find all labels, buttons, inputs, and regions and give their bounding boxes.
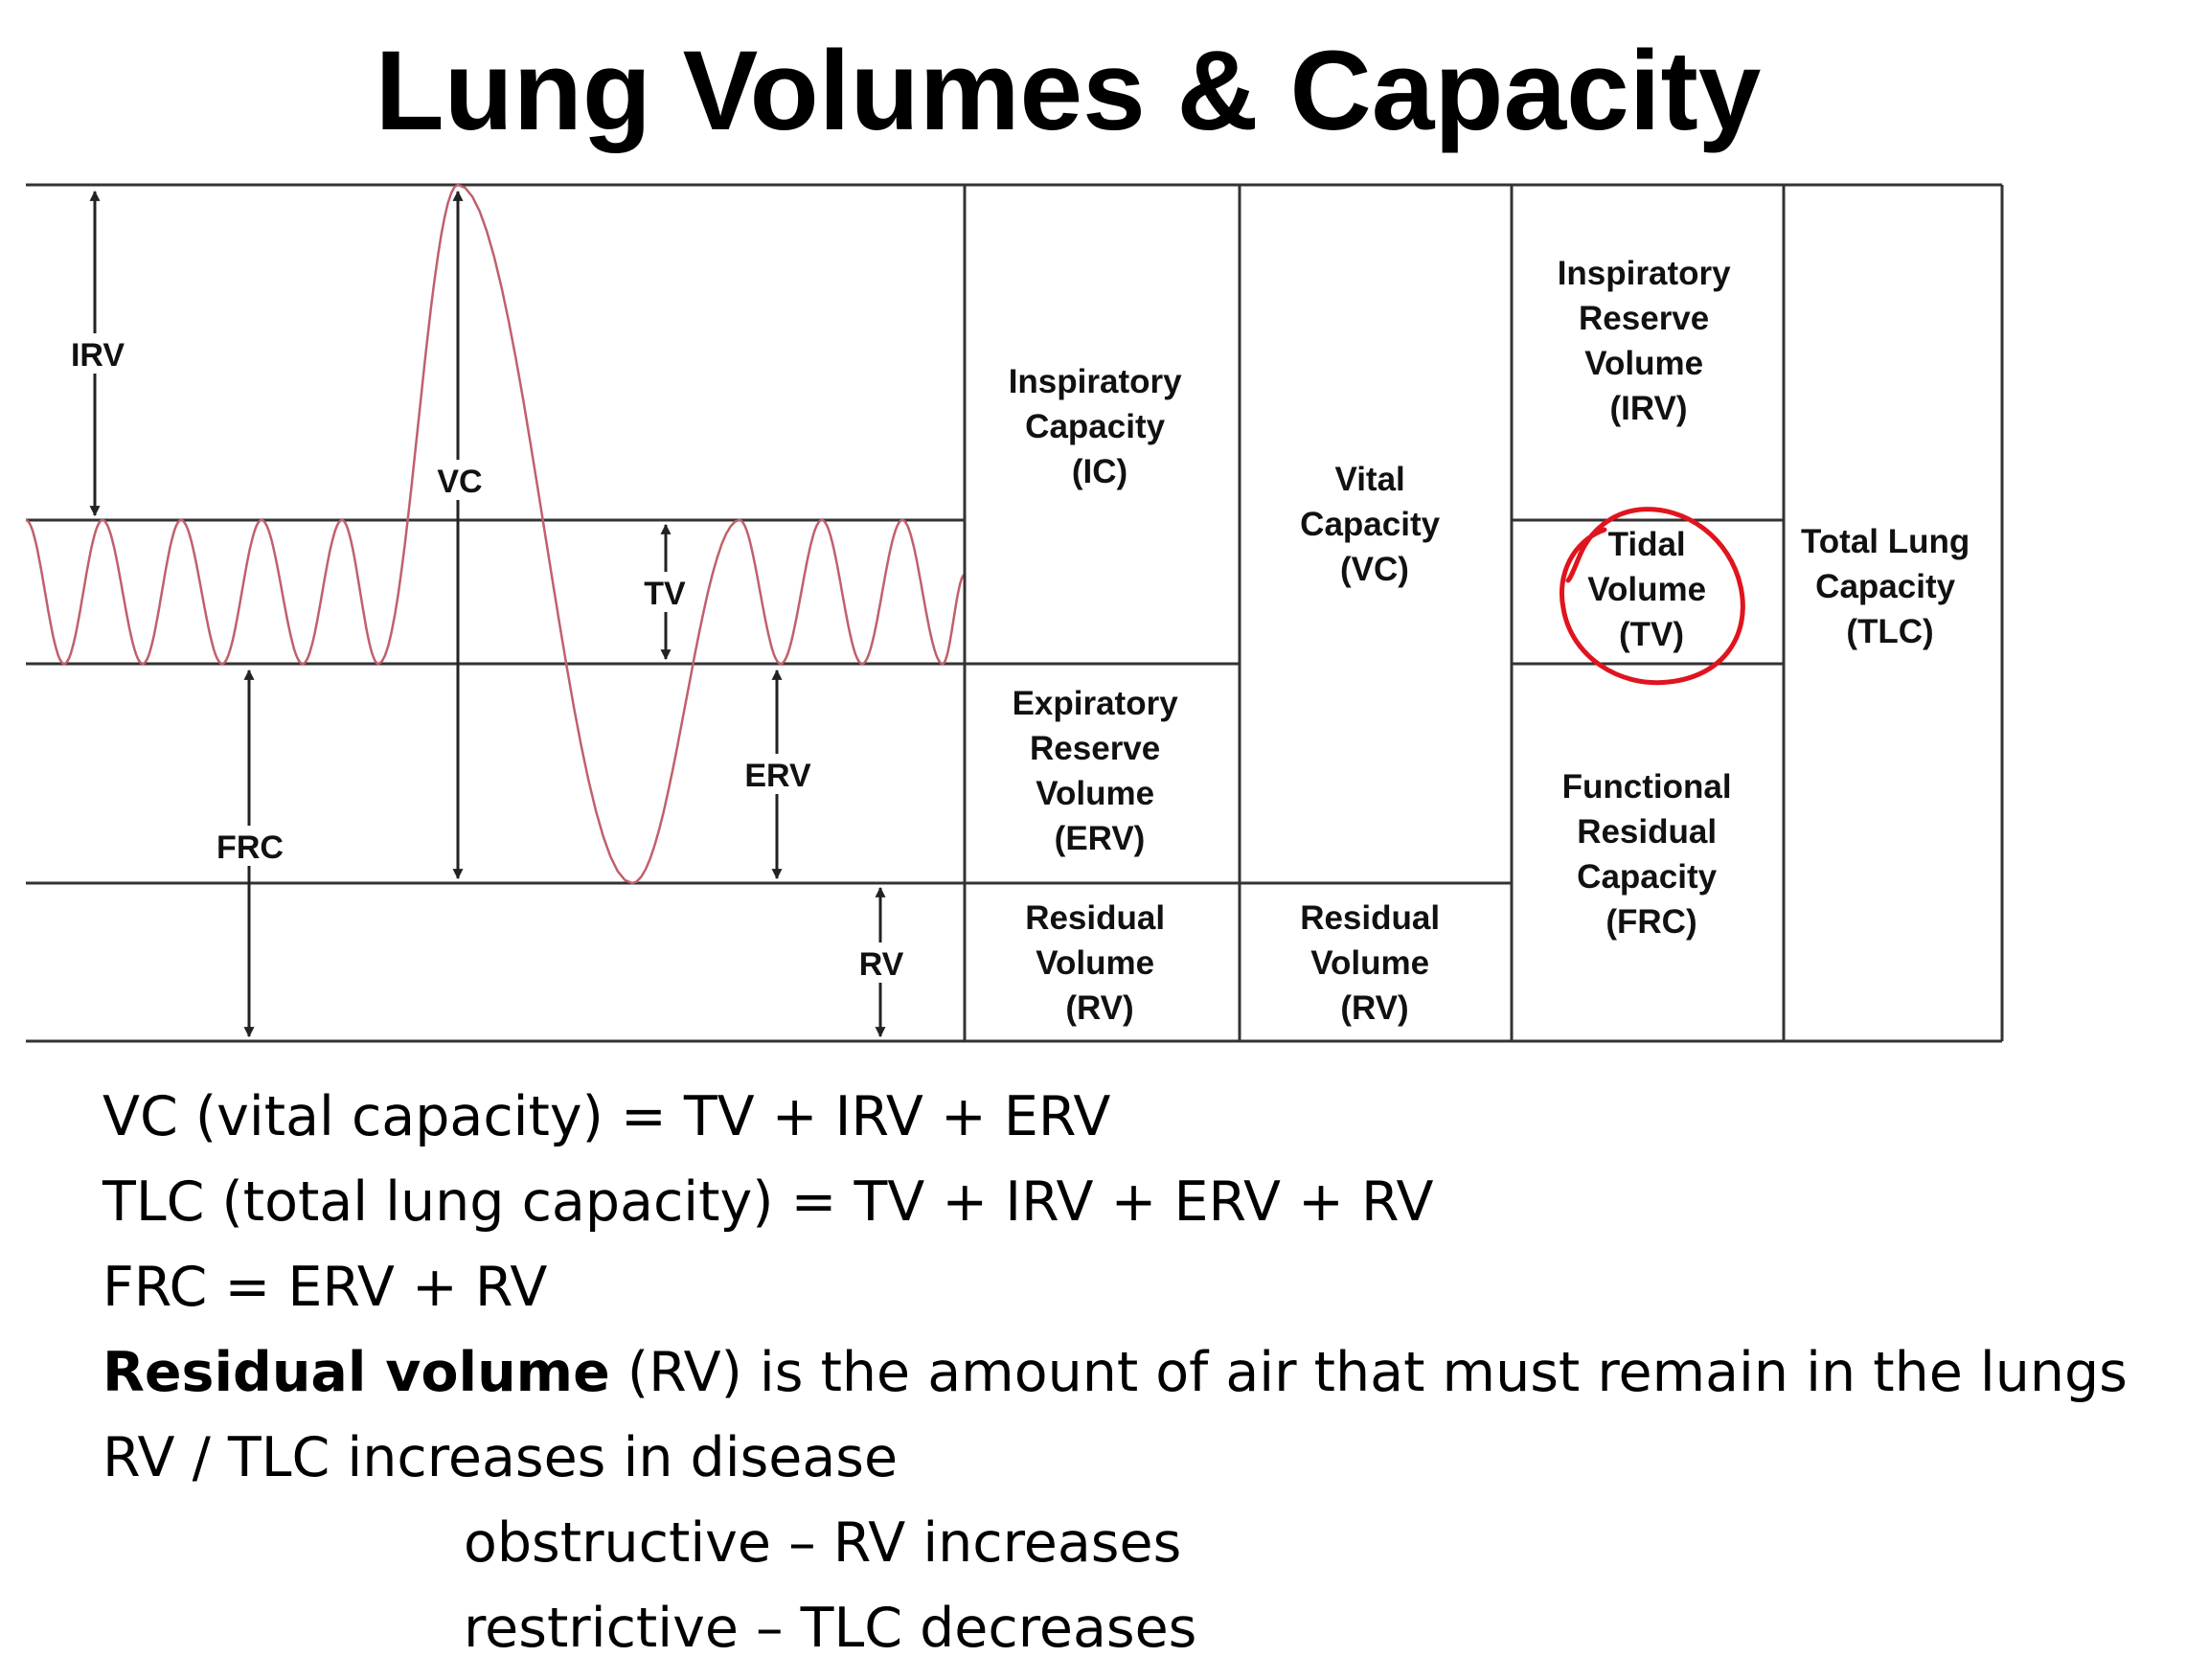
breathing-trace — [25, 183, 966, 885]
tv-label: TV — [644, 576, 686, 612]
capacity-table — [963, 185, 2004, 1041]
note-vc: VC (vital capacity) = TV + IRV + ERV — [102, 1085, 1111, 1148]
residual-volume-term: Residual volume — [102, 1341, 610, 1404]
note-residual-volume: Residual volume (RV) is the amount of ai… — [102, 1330, 2128, 1416]
note-restrictive: restrictive – TLC decreases — [464, 1597, 1197, 1660]
note-frc: FRC = ERV + RV — [102, 1256, 548, 1319]
vc-label: VC — [437, 464, 482, 500]
tidal-volume-highlight-circle — [1560, 507, 1745, 686]
tv-column-label: Tidal Volume (TV) — [1587, 526, 1716, 653]
erv-column-label: Expiratory Reserve Volume (ERV) — [1013, 685, 1188, 857]
irv-label: IRV — [71, 337, 125, 374]
rv-column-label-2: Residual Volume (RV) — [1300, 899, 1449, 1027]
arrow-labels: IRV VC TV ERV FRC RV — [71, 337, 904, 983]
volume-arrows — [89, 190, 886, 1038]
residual-volume-definition: (RV) is the amount of air that must rema… — [609, 1341, 2128, 1404]
rv-column-label-1: Residual Volume (RV) — [1025, 899, 1174, 1027]
vc-column-label: Vital Capacity (VC) — [1300, 461, 1449, 588]
arrow-label-backgrounds — [67, 333, 904, 983]
note-obstructive: obstructive – RV increases — [464, 1511, 1182, 1575]
lung-volumes-diagram: IRV VC TV ERV FRC RV Inspiratory Capacit… — [25, 183, 2004, 1043]
tlc-column-label: Total Lung Capacity (TLC) — [1801, 523, 1979, 650]
slide-title: Lung Volumes & Capacity — [375, 28, 1762, 154]
notes-text: VC (vital capacity) = TV + IRV + ERV TLC… — [102, 1075, 2128, 1671]
ic-label: Inspiratory Capacity (IC) — [1009, 363, 1192, 490]
irv-column-label: Inspiratory Reserve Volume (IRV) — [1558, 255, 1741, 427]
frc-label: FRC — [216, 829, 284, 866]
rv-label: RV — [859, 946, 904, 983]
erv-label: ERV — [744, 758, 811, 794]
note-rv-tlc: RV / TLC increases in disease — [102, 1426, 899, 1489]
frc-column-label: Functional Residual Capacity (FRC) — [1562, 768, 1742, 941]
note-tlc: TLC (total lung capacity) = TV + IRV + E… — [102, 1170, 1434, 1234]
